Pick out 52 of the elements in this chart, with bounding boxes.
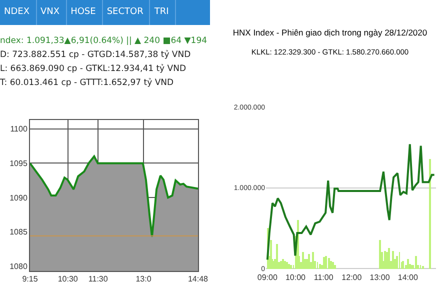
y-tick-label: 1095 [10,159,28,168]
text: HOSE [66,0,103,25]
text: SECTOR [102,0,150,25]
x-tick-label: 10:30 [58,274,78,284]
x-tick-label: 14:48 [188,274,209,284]
bar [319,264,321,269]
bar [415,256,417,269]
line-series [266,143,436,261]
text: L: 663.869.090 cp - GTKL:12.934,41 tỷ VND [0,63,188,76]
text: D: 723.882.551 cp - GTGD:14.587,38 tỷ VND [0,49,192,62]
text: VNX [36,0,67,25]
bar [328,258,330,269]
bar [396,256,398,269]
x-tick-label: 11:00 [314,273,334,282]
x-tick-label: 09:00 [257,273,278,282]
bar [276,244,278,269]
y-tick-label: 1085 [10,228,28,237]
bar [302,252,304,269]
bar [422,266,424,269]
bar [286,262,288,269]
bar [312,252,314,269]
bar [407,259,409,269]
chart-title: HNX Index - Phiên giao dịch trong ngày 28/12/2020 [232,27,428,38]
x-tick-label: 14:00 [398,273,418,282]
bar [284,261,286,269]
x-tick-label: 10:00 [285,273,306,282]
bar [392,251,394,269]
bar [330,261,332,269]
y-tick-label: 1090 [10,193,28,202]
x-tick-label: 13:00 [370,273,390,282]
bar [429,159,431,269]
bar [280,261,282,269]
text: T: 60.013.461 cp - GTTT:1.652,97 tỷ VND [0,77,175,90]
bar [384,251,386,269]
y-tick-label: 1100 [10,124,28,134]
text: ndex: 1.091,33▲6,91(0.64%) || ▲ 240 ■64 ▼194 [0,35,208,48]
bar [288,264,290,269]
bar [308,254,310,269]
text: TRI [150,0,176,25]
text: NDEX [0,0,37,25]
x-tick-label: 9:15 [22,274,38,284]
x-tick-label: 13:0 [136,274,152,284]
bar [379,240,381,269]
y-tick-label: 1080 [10,262,28,271]
bar [334,265,336,269]
bar [332,262,334,269]
bar [388,248,390,269]
bar [290,265,292,269]
bar [323,257,325,269]
bar [325,256,327,269]
x-tick-label: 11:30 [88,274,108,284]
x-tick-label: 12:00 [342,273,362,282]
